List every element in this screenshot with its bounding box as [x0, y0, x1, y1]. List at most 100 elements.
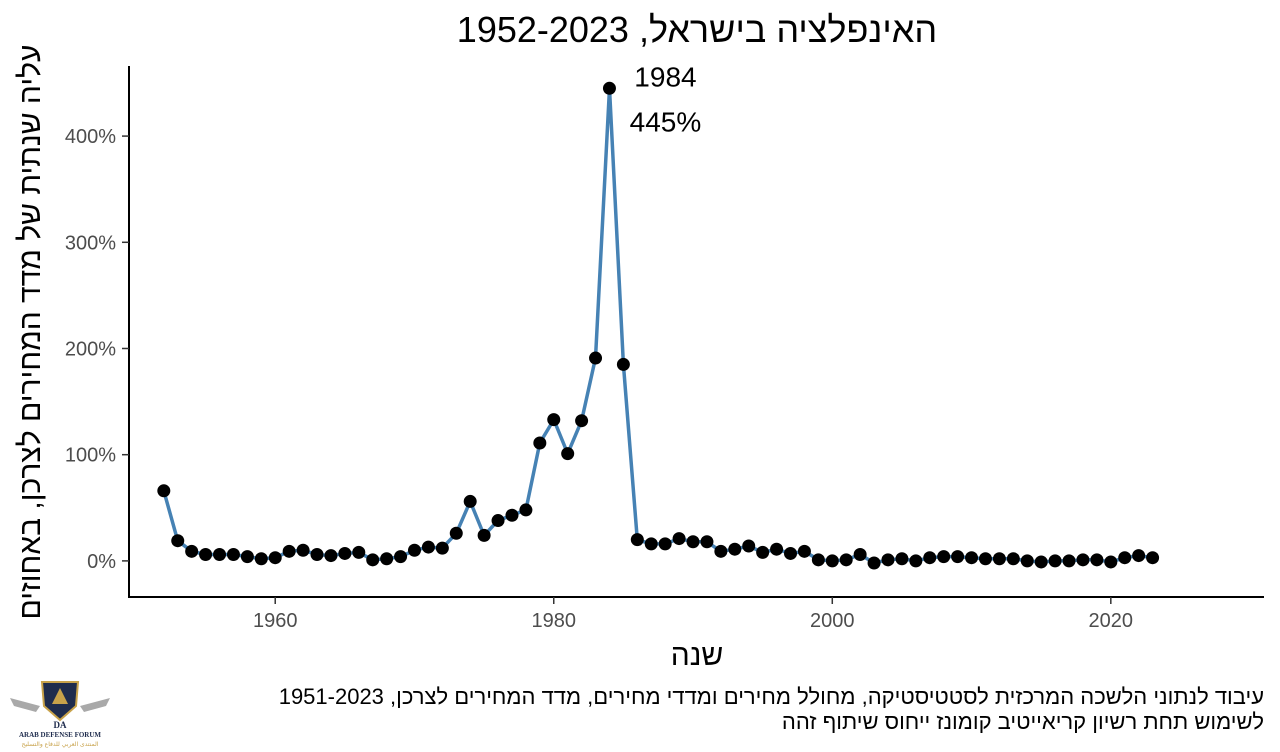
data-point: [505, 508, 519, 522]
data-point: [881, 553, 895, 567]
data-point: [1006, 552, 1020, 566]
data-point: [296, 543, 310, 557]
data-point: [491, 514, 505, 528]
logo-emblem: [52, 688, 68, 704]
data-point: [547, 413, 561, 427]
data-point: [352, 545, 366, 559]
data-point: [992, 552, 1006, 566]
data-point: [853, 548, 867, 562]
data-point: [602, 81, 616, 95]
inflation-series-line: [162, 86, 1153, 565]
plot-points: [157, 81, 1160, 570]
data-point: [797, 544, 811, 558]
data-point: [1020, 554, 1034, 568]
data-point: [435, 541, 449, 555]
annotation-label: 1984: [634, 61, 696, 92]
data-point: [658, 537, 672, 551]
data-point: [811, 553, 825, 567]
data-point: [756, 545, 770, 559]
data-point: [519, 503, 533, 517]
data-point: [867, 556, 881, 570]
data-point: [923, 551, 937, 565]
data-point: [714, 544, 728, 558]
y-tick-label: 200%: [65, 338, 116, 360]
data-point: [324, 549, 338, 563]
data-point: [770, 542, 784, 556]
annotations: 1984 445%: [630, 61, 702, 137]
data-point: [1090, 553, 1104, 567]
x-tick-label: 1960: [253, 610, 298, 632]
data-point: [1048, 554, 1062, 568]
logo-name: ARAB DEFENSE FORUM: [19, 731, 101, 739]
data-point: [185, 544, 199, 558]
data-point: [463, 494, 477, 508]
logo-initials: DA: [54, 720, 67, 730]
data-point: [839, 553, 853, 567]
data-point: [686, 535, 700, 549]
data-point: [449, 526, 463, 540]
data-point: [268, 551, 282, 565]
data-point: [199, 548, 213, 562]
data-point: [825, 554, 839, 568]
data-point: [616, 357, 630, 371]
data-point: [421, 540, 435, 554]
chart-title: האינפלציה בישראל, 1952-2023: [457, 9, 937, 50]
arab-defense-forum-logo: DA ARAB DEFENSE FORUM المنتدى العربي للد…: [10, 681, 110, 748]
y-tick-label: 0%: [87, 551, 116, 573]
data-point: [1034, 555, 1048, 569]
data-point: [630, 533, 644, 547]
caption-license-line: לשימוש תחת רשיון קריאייטיב קומונז ייחוס …: [781, 709, 1264, 734]
data-point: [728, 542, 742, 556]
data-point: [644, 537, 658, 551]
data-point: [533, 436, 547, 450]
data-point: [1062, 554, 1076, 568]
data-point: [1076, 553, 1090, 567]
data-point: [240, 550, 254, 564]
x-tick-label: 2020: [1089, 610, 1134, 632]
data-point: [1132, 549, 1146, 563]
logo-wing-left: [10, 698, 40, 712]
data-point: [338, 546, 352, 560]
x-axis-title: שנה: [671, 639, 724, 672]
data-point: [784, 546, 798, 560]
data-point: [672, 532, 686, 546]
x-tick-label: 2000: [810, 610, 855, 632]
x-ticks: 1960 1980 2000 2020: [253, 597, 1133, 632]
data-point: [742, 539, 756, 553]
annotation-label: 445%: [630, 106, 702, 137]
data-point: [254, 552, 268, 566]
data-point: [380, 552, 394, 566]
x-tick-label: 1980: [532, 610, 577, 632]
data-point: [965, 551, 979, 565]
data-point: [700, 535, 714, 549]
data-point: [394, 550, 408, 564]
data-point: [157, 484, 171, 498]
data-point: [937, 550, 951, 564]
data-point: [575, 414, 589, 428]
logo-wing-right: [80, 698, 110, 712]
y-tick-label: 300%: [65, 232, 116, 254]
data-point: [1118, 551, 1132, 565]
data-point: [561, 447, 575, 461]
data-point: [895, 552, 909, 566]
inflation-chart: האינפלציה בישראל, 1952-2023 עליה שנתית ש…: [14, 9, 1264, 672]
data-point: [589, 351, 603, 365]
data-point: [951, 550, 965, 564]
y-tick-label: 400%: [65, 126, 116, 148]
logo-arabic-name: المنتدى العربي للدفاع والتسليح: [22, 741, 99, 748]
y-axis-title: עליה שנתית של מדד המחירים לצרכן, באחוזים: [14, 45, 47, 620]
y-tick-label: 100%: [65, 445, 116, 467]
data-point: [1146, 551, 1160, 565]
y-ticks: 0% 100% 200% 300% 400%: [65, 126, 129, 573]
data-point: [978, 552, 992, 566]
data-point: [226, 548, 240, 562]
data-point: [407, 543, 421, 557]
data-point: [1104, 555, 1118, 569]
data-point: [310, 548, 324, 562]
data-point: [909, 554, 923, 568]
data-point: [282, 544, 296, 558]
data-point: [366, 553, 380, 567]
plot-line-group: [162, 86, 1153, 565]
caption-source-line: עיבוד לנתוני הלשכה המרכזית לסטטיסטיקה, מ…: [278, 684, 1264, 709]
data-point: [477, 528, 491, 542]
